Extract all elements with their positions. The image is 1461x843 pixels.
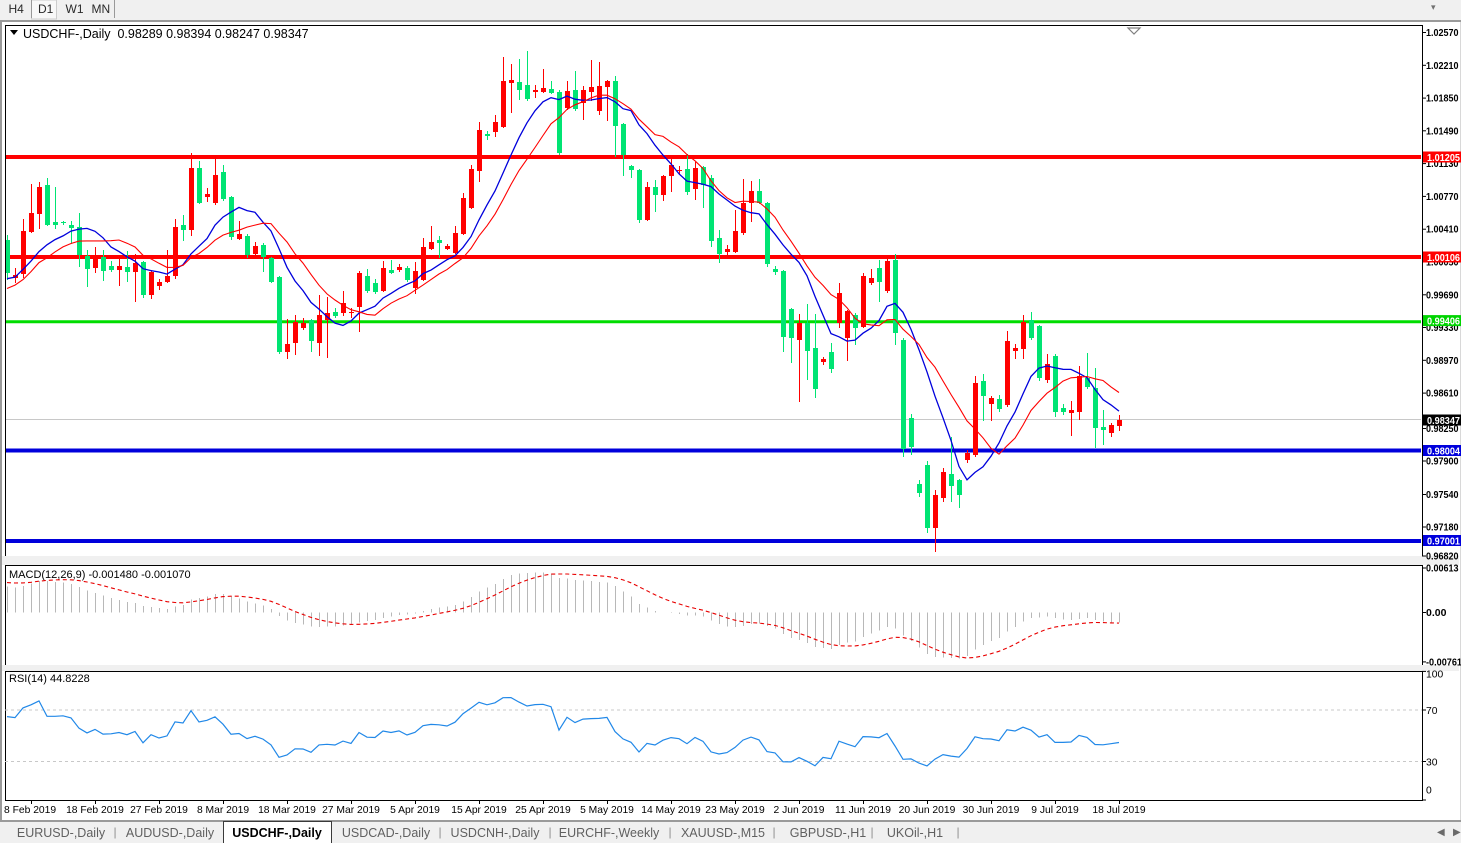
svg-text:UKOil-,H1: UKOil-,H1 <box>887 826 943 840</box>
svg-text:1.01850: 1.01850 <box>1426 93 1459 105</box>
svg-text:D1: D1 <box>38 2 54 16</box>
svg-text:USDCAD-,Daily: USDCAD-,Daily <box>342 826 431 840</box>
svg-text:1.00410: 1.00410 <box>1426 224 1459 236</box>
svg-text:5 Apr 2019: 5 Apr 2019 <box>390 805 440 816</box>
svg-text:30 Jun 2019: 30 Jun 2019 <box>963 805 1020 816</box>
svg-text:27 Feb 2019: 27 Feb 2019 <box>130 805 188 816</box>
svg-text:18 Feb 2019: 18 Feb 2019 <box>66 805 124 816</box>
svg-text:|: | <box>548 825 551 839</box>
svg-text:0.00: 0.00 <box>1426 607 1447 619</box>
svg-text:0.97540: 0.97540 <box>1426 489 1459 501</box>
svg-text:0.98347: 0.98347 <box>1427 416 1460 427</box>
svg-text:-0.00761: -0.00761 <box>1426 656 1461 668</box>
svg-text:0.98970: 0.98970 <box>1426 355 1459 367</box>
svg-text:0.99406: 0.99406 <box>1427 316 1460 327</box>
svg-text:|: | <box>870 825 873 839</box>
svg-text:▶: ▶ <box>1453 827 1461 838</box>
svg-text:14 May 2019: 14 May 2019 <box>641 805 701 816</box>
svg-text:AUDUSD-,Daily: AUDUSD-,Daily <box>126 826 215 840</box>
svg-text:EURUSD-,Daily: EURUSD-,Daily <box>17 826 106 840</box>
svg-text:W1: W1 <box>66 2 84 16</box>
svg-text:USDCHF-,Daily: USDCHF-,Daily <box>232 826 322 840</box>
svg-text:0.98004: 0.98004 <box>1427 446 1460 457</box>
svg-text:30: 30 <box>1426 758 1438 769</box>
svg-text:|: | <box>438 825 441 839</box>
svg-text:18 Jul 2019: 18 Jul 2019 <box>1092 805 1146 816</box>
svg-text:2 Jun 2019: 2 Jun 2019 <box>774 805 825 816</box>
svg-text:0.98250: 0.98250 <box>1426 423 1459 435</box>
svg-text:27 Mar 2019: 27 Mar 2019 <box>322 805 380 816</box>
svg-text:1.02570: 1.02570 <box>1426 27 1459 39</box>
svg-text:11 Jun 2019: 11 Jun 2019 <box>835 805 891 816</box>
svg-text:MN: MN <box>92 2 111 16</box>
svg-text:8 Feb 2019: 8 Feb 2019 <box>4 805 56 816</box>
svg-text:1.02210: 1.02210 <box>1426 60 1459 72</box>
svg-text:RSI(14) 44.8228: RSI(14) 44.8228 <box>9 673 90 685</box>
svg-text:GBPUSD-,H1: GBPUSD-,H1 <box>790 826 866 840</box>
svg-text:1.01490: 1.01490 <box>1426 125 1459 137</box>
svg-text:1.00106: 1.00106 <box>1427 253 1460 264</box>
svg-text:|: | <box>772 825 775 839</box>
svg-text:0.98610: 0.98610 <box>1426 388 1459 400</box>
svg-text:1.00770: 1.00770 <box>1426 191 1459 203</box>
svg-text:0: 0 <box>1426 786 1432 797</box>
svg-text:18 Mar 2019: 18 Mar 2019 <box>258 805 316 816</box>
svg-text:▾: ▾ <box>1431 2 1436 12</box>
svg-text:0.00613: 0.00613 <box>1426 563 1459 575</box>
svg-text:|: | <box>113 825 116 839</box>
svg-text:70: 70 <box>1426 706 1438 717</box>
svg-text:MACD(12,26,9) -0.001480 -0.001: MACD(12,26,9) -0.001480 -0.001070 <box>9 569 191 581</box>
svg-text:15 Apr 2019: 15 Apr 2019 <box>451 805 507 816</box>
svg-text:23 May 2019: 23 May 2019 <box>705 805 765 816</box>
svg-text:|: | <box>668 825 671 839</box>
svg-text:25 Apr 2019: 25 Apr 2019 <box>515 805 571 816</box>
svg-text:5 May 2019: 5 May 2019 <box>580 805 634 816</box>
svg-text:0.97900: 0.97900 <box>1426 456 1459 468</box>
svg-text:EURCHF-,Weekly: EURCHF-,Weekly <box>559 826 660 840</box>
svg-text:|: | <box>956 825 959 839</box>
svg-text:0.97180: 0.97180 <box>1426 522 1459 534</box>
svg-text:0.96820: 0.96820 <box>1426 551 1459 563</box>
svg-text:100: 100 <box>1426 670 1443 681</box>
svg-text:H4: H4 <box>9 2 25 16</box>
svg-text:USDCHF-,Daily 0.98289 0.98394: USDCHF-,Daily 0.98289 0.98394 0.98247 0.… <box>23 27 309 41</box>
svg-text:◀: ◀ <box>1437 827 1445 838</box>
svg-text:9 Jul 2019: 9 Jul 2019 <box>1031 805 1079 816</box>
svg-text:0.99690: 0.99690 <box>1426 289 1459 301</box>
svg-text:0.97001: 0.97001 <box>1427 536 1460 547</box>
svg-text:XAUUSD-,M15: XAUUSD-,M15 <box>681 826 765 840</box>
svg-text:1.01205: 1.01205 <box>1427 153 1460 164</box>
svg-text:USDCNH-,Daily: USDCNH-,Daily <box>451 826 541 840</box>
svg-text:20 Jun 2019: 20 Jun 2019 <box>899 805 956 816</box>
svg-text:8 Mar 2019: 8 Mar 2019 <box>197 805 249 816</box>
